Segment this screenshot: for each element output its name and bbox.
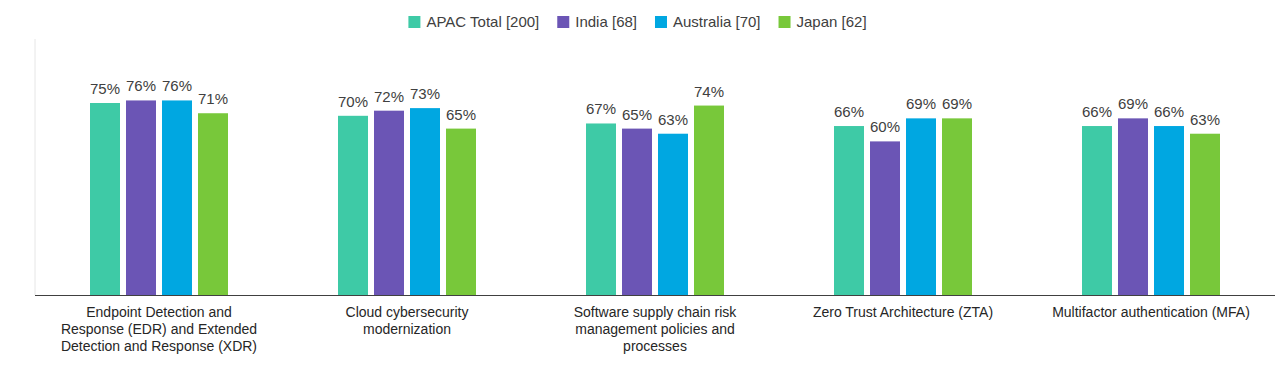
data-label: 76% [162,77,192,94]
data-label: 66% [1154,103,1184,120]
data-label: 69% [1118,95,1148,112]
data-label: 63% [658,111,688,128]
legend-swatch [779,16,791,28]
data-label: 63% [1190,111,1220,128]
legend-label: India [68] [575,13,637,30]
bar [586,123,616,295]
bar [126,100,156,295]
data-labels: 75% 70% 67% 66% 66% 76% 72% 65% 60% 69% 76% 73% 63% 6… [90,77,1220,135]
category-label: Cloud cybersecuritymodernization [346,304,469,337]
bar [410,108,440,295]
bar [658,134,688,295]
bar [942,118,972,295]
category-label: Multifactor authentication (MFA) [1052,304,1250,320]
data-label: 72% [374,88,404,105]
data-label: 65% [446,106,476,123]
category-label: Endpoint Detection andResponse (EDR) and… [61,304,257,354]
bar [162,100,192,295]
bar [374,111,404,295]
bar [1082,126,1112,295]
legend-label: APAC Total [200] [426,13,539,30]
bar [870,141,900,295]
legend-label: Australia [70] [673,13,761,30]
data-label: 69% [942,95,972,112]
legend-label: Japan [62] [797,13,867,30]
bar [906,118,936,295]
data-label: 67% [586,100,616,117]
bar [446,129,476,295]
chart: 75% 70% 67% 66% 66% 76% 72% 65% 60% 69% 76% 73% 63% 6… [0,0,1275,384]
data-label: 65% [622,106,652,123]
legend-swatch [655,16,667,28]
data-label: 66% [834,103,864,120]
bars [90,100,1220,295]
y-axis-line [35,39,36,295]
category-label: Zero Trust Architecture (ZTA) [813,304,993,320]
bar [1154,126,1184,295]
data-label: 71% [198,90,228,107]
bar [834,126,864,295]
bar [1118,118,1148,295]
data-label: 69% [906,95,936,112]
bar [90,103,120,295]
bar [198,113,228,295]
data-label: 60% [870,118,900,135]
data-label: 73% [410,85,440,102]
bar [338,116,368,295]
legend: APAC Total [200] India [68] Australia [70]… [408,13,866,30]
data-label: 76% [126,77,156,94]
data-label: 66% [1082,103,1112,120]
data-label: 75% [90,80,120,97]
data-label: 74% [694,83,724,100]
bar [622,129,652,295]
x-axis-line [35,295,1275,296]
bar [694,106,724,295]
data-label: 70% [338,93,368,110]
legend-swatch [408,16,420,28]
bar [1190,134,1220,295]
legend-swatch [557,16,569,28]
category-label: Software supply chain riskmanagement pol… [574,304,738,354]
